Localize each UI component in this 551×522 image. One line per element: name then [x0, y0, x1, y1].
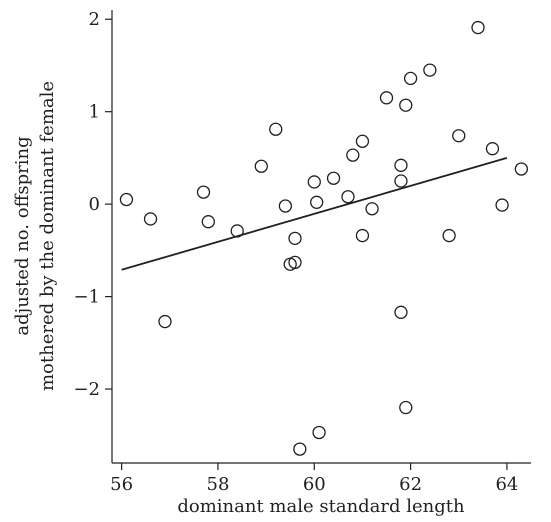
data-point — [452, 129, 466, 143]
data-point — [495, 198, 509, 212]
data-point — [288, 255, 302, 270]
y-tick-label: 0 — [89, 194, 100, 215]
y-tick-label: −1 — [73, 287, 100, 308]
data-point — [269, 122, 283, 136]
data-point — [399, 400, 413, 415]
x-tick-label: 64 — [495, 474, 518, 495]
regression-line — [121, 157, 508, 271]
data-point — [254, 159, 268, 173]
data-point — [394, 158, 408, 172]
y-tick-label: 1 — [89, 102, 100, 123]
y-axis-title: adjusted no. offspring mothered by the d… — [12, 81, 58, 391]
data-point — [442, 228, 456, 243]
y-axis-title-line-2: mothered by the dominant female — [37, 81, 58, 391]
data-point — [196, 185, 211, 199]
data-point — [326, 171, 341, 185]
y-axis-title-line-1: adjusted no. offspring — [12, 136, 33, 335]
data-point — [307, 175, 321, 189]
data-point — [379, 91, 394, 105]
data-point — [312, 425, 326, 440]
data-point — [355, 134, 370, 148]
data-point — [278, 199, 293, 213]
x-tick-label: 62 — [399, 474, 422, 495]
y-tick-label: 2 — [89, 9, 100, 30]
data-point — [423, 63, 437, 77]
data-point — [119, 192, 134, 207]
y-tick-label: −2 — [73, 379, 100, 400]
data-point — [143, 212, 158, 226]
data-point — [158, 314, 172, 329]
plot-frame — [111, 10, 531, 464]
data-point — [288, 231, 302, 245]
data-point — [394, 305, 408, 319]
data-point — [310, 195, 324, 209]
data-point — [346, 148, 360, 162]
data-point — [394, 174, 408, 188]
data-point — [471, 20, 485, 35]
y-ticks: −2 −1 0 1 2 — [73, 9, 112, 400]
x-ticks: 56 58 60 62 64 — [110, 463, 518, 495]
data-point — [230, 224, 244, 238]
data-point — [355, 228, 370, 243]
data-point — [293, 442, 307, 456]
data-point — [201, 215, 215, 229]
x-tick-label: 58 — [207, 474, 230, 495]
data-point — [514, 162, 529, 176]
data-point — [399, 98, 413, 112]
data-point — [365, 202, 379, 216]
x-axis-title: dominant male standard length — [177, 496, 465, 517]
x-tick-label: 56 — [110, 474, 133, 495]
data-point — [485, 142, 500, 156]
data-point — [341, 190, 355, 204]
data-point — [403, 71, 418, 86]
data-points — [119, 20, 529, 456]
x-tick-label: 60 — [303, 474, 326, 495]
